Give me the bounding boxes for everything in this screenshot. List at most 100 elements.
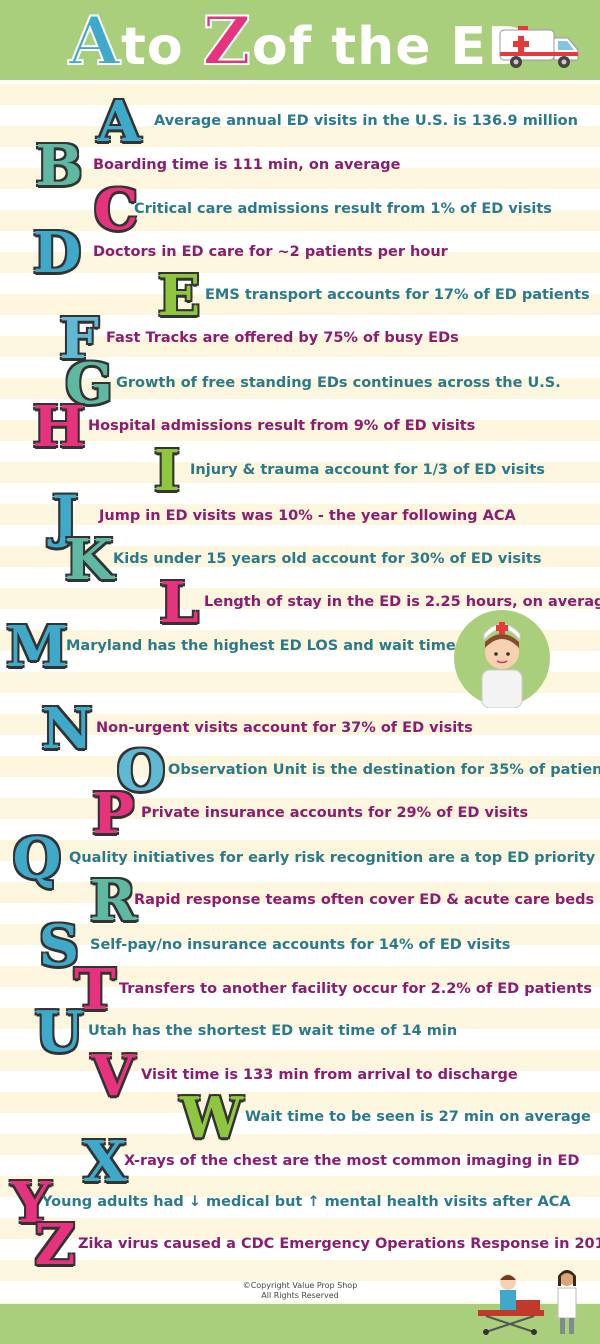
decorative-letter-t: T	[64, 961, 126, 1019]
letter-glyph: Q	[12, 826, 62, 892]
fact-text-q: Quality initiatives for early risk recog…	[69, 850, 596, 866]
letter-glyph: G	[65, 351, 113, 417]
decorative-letter-q: Q	[6, 830, 68, 888]
fact-text-d: Doctors in ED care for ~2 patients per h…	[93, 244, 448, 260]
decorative-letter-z: Z	[24, 1216, 86, 1274]
letter-glyph: L	[159, 570, 199, 636]
decorative-letter-l: L	[148, 574, 210, 632]
letter-glyph: J	[51, 484, 79, 550]
letter-glyph: O	[116, 738, 166, 804]
fact-text-h: Hospital admissions result from 9% of ED…	[88, 418, 476, 434]
letter-glyph: X	[83, 1129, 127, 1195]
fact-row-a: A Average annual ED visits in the U.S. is…	[0, 93, 600, 151]
decorative-letter-e: E	[148, 267, 210, 325]
fact-text-u: Utah has the shortest ED wait time of 14…	[88, 1023, 458, 1039]
fact-text-z: Zika virus caused a CDC Emergency Operat…	[78, 1236, 600, 1252]
fact-row-k: K Kids under 15 years old account for 30%…	[0, 531, 600, 589]
title-letter-a: A	[68, 2, 121, 80]
fact-row-t: T Transfers to another facility occur for…	[0, 961, 600, 1019]
decorative-letter-d: D	[26, 224, 88, 282]
letter-glyph: D	[32, 220, 82, 286]
fact-text-r: Rapid response teams often cover ED & ac…	[134, 892, 595, 908]
decorative-letter-a: A	[88, 93, 150, 151]
letter-glyph: B	[35, 133, 83, 199]
letter-glyph: F	[59, 306, 99, 372]
copyright-line-1: ©Copyright Value Prop Shop	[242, 1281, 358, 1290]
letter-glyph: E	[157, 263, 201, 329]
fact-row-c: C Critical care admissions result from 1%…	[0, 181, 600, 239]
fact-text-j: Jump in ED visits was 10% - the year fol…	[99, 508, 516, 524]
fact-text-g: Growth of free standing EDs continues ac…	[116, 375, 561, 391]
fact-row-z: Z Zika virus caused a CDC Emergency Opera…	[0, 1216, 600, 1274]
fact-row-o: O Observation Unit is the destination for…	[0, 742, 600, 800]
fact-row-p: P Private insurance accounts for 29% of E…	[0, 785, 600, 843]
decorative-letter-n: N	[36, 700, 98, 758]
fact-row-v: V Visit time is 133 min from arrival to d…	[0, 1047, 600, 1105]
letter-glyph: Y	[11, 1170, 51, 1236]
fact-row-i: I Injury & trauma account for 1/3 of ED v…	[0, 442, 600, 500]
letter-glyph: C	[93, 177, 139, 243]
letter-glyph: S	[38, 913, 80, 979]
decorative-letter-u: U	[28, 1003, 90, 1061]
decorative-letter-b: B	[28, 137, 90, 195]
fact-text-v: Visit time is 133 min from arrival to di…	[141, 1067, 518, 1083]
decorative-letter-s: S	[28, 917, 90, 975]
fact-text-b: Boarding time is 111 min, on average	[93, 157, 401, 173]
letter-glyph: U	[34, 999, 84, 1065]
decorative-letter-r: R	[82, 872, 144, 930]
fact-text-n: Non-urgent visits account for 37% of ED …	[96, 720, 473, 736]
page-title: Ato Zof the ED	[0, 5, 600, 77]
decorative-letter-h: H	[28, 398, 90, 456]
letter-glyph: K	[64, 527, 114, 593]
fact-row-b: B Boarding time is 111 min, on average	[0, 137, 600, 195]
fact-row-r: R Rapid response teams often cover ED & a…	[0, 872, 600, 930]
letter-glyph: Z	[34, 1212, 76, 1278]
letter-glyph: A	[97, 89, 141, 155]
fact-text-o: Observation Unit is the destination for …	[168, 762, 600, 778]
decorative-letter-v: V	[82, 1047, 144, 1105]
fact-text-p: Private insurance accounts for 29% of ED…	[141, 805, 529, 821]
fact-row-h: H Hospital admissions result from 9% of E…	[0, 398, 600, 456]
fact-text-m: Maryland has the highest ED LOS and wait…	[66, 638, 465, 654]
fact-text-w: Wait time to be seen is 27 min on averag…	[245, 1109, 591, 1125]
decorative-letter-y: Y	[0, 1174, 62, 1232]
letter-glyph: M	[6, 614, 68, 680]
fact-row-g: G Growth of free standing EDs continues a…	[0, 355, 600, 413]
fact-row-l: L Length of stay in the ED is 2.25 hours,…	[0, 574, 600, 632]
title-rest: of the ED	[251, 17, 532, 77]
fact-text-s: Self-pay/no insurance accounts for 14% o…	[90, 937, 511, 953]
fact-row-m: M Maryland has the highest ED LOS and wai…	[0, 618, 600, 676]
fact-row-e: E EMS transport accounts for 17% of ED pa…	[0, 267, 600, 325]
decorative-letter-i: I	[136, 442, 198, 500]
copyright-line-2: All Rights Reserved	[261, 1291, 339, 1300]
fact-row-x: X X-rays of the chest are the most common…	[0, 1133, 600, 1191]
decorative-letter-o: O	[110, 742, 172, 800]
fact-text-i: Injury & trauma account for 1/3 of ED vi…	[190, 462, 545, 478]
fact-row-y: Y Young adults had ↓ medical but ↑ mental…	[0, 1174, 600, 1232]
fact-text-t: Transfers to another facility occur for …	[119, 981, 592, 997]
fact-text-k: Kids under 15 years old account for 30% …	[113, 551, 542, 567]
decorative-letter-x: X	[74, 1133, 136, 1191]
ambulance-icon	[499, 26, 579, 68]
copyright: ©Copyright Value Prop Shop All Rights Re…	[0, 1281, 600, 1301]
fact-text-e: EMS transport accounts for 17% of ED pat…	[205, 287, 590, 303]
title-letter-z: Z	[202, 2, 252, 80]
decorative-letter-m: M	[6, 618, 68, 676]
fact-row-j: J Jump in ED visits was 10% - the year fo…	[0, 488, 600, 546]
title-to: to	[120, 17, 184, 77]
letter-glyph: W	[180, 1085, 243, 1151]
fact-text-f: Fast Tracks are offered by 75% of busy E…	[106, 330, 459, 346]
decorative-letter-f: F	[48, 310, 110, 368]
decorative-letter-j: J	[34, 488, 96, 546]
fact-row-d: D Doctors in ED care for ~2 patients per …	[0, 224, 600, 282]
fact-text-c: Critical care admissions result from 1% …	[134, 201, 552, 217]
fact-text-a: Average annual ED visits in the U.S. is …	[154, 113, 578, 129]
decorative-letter-p: P	[82, 785, 144, 843]
decorative-letter-k: K	[58, 531, 120, 589]
fact-row-s: S Self-pay/no insurance accounts for 14% …	[0, 917, 600, 975]
fact-row-u: U Utah has the shortest ED wait time of 1…	[0, 1003, 600, 1061]
fact-text-x: X-rays of the chest are the most common …	[124, 1153, 580, 1169]
decorative-letter-c: C	[85, 181, 147, 239]
fact-text-y: Young adults had ↓ medical but ↑ mental …	[42, 1194, 571, 1210]
decorative-letter-w: W	[180, 1085, 243, 1151]
